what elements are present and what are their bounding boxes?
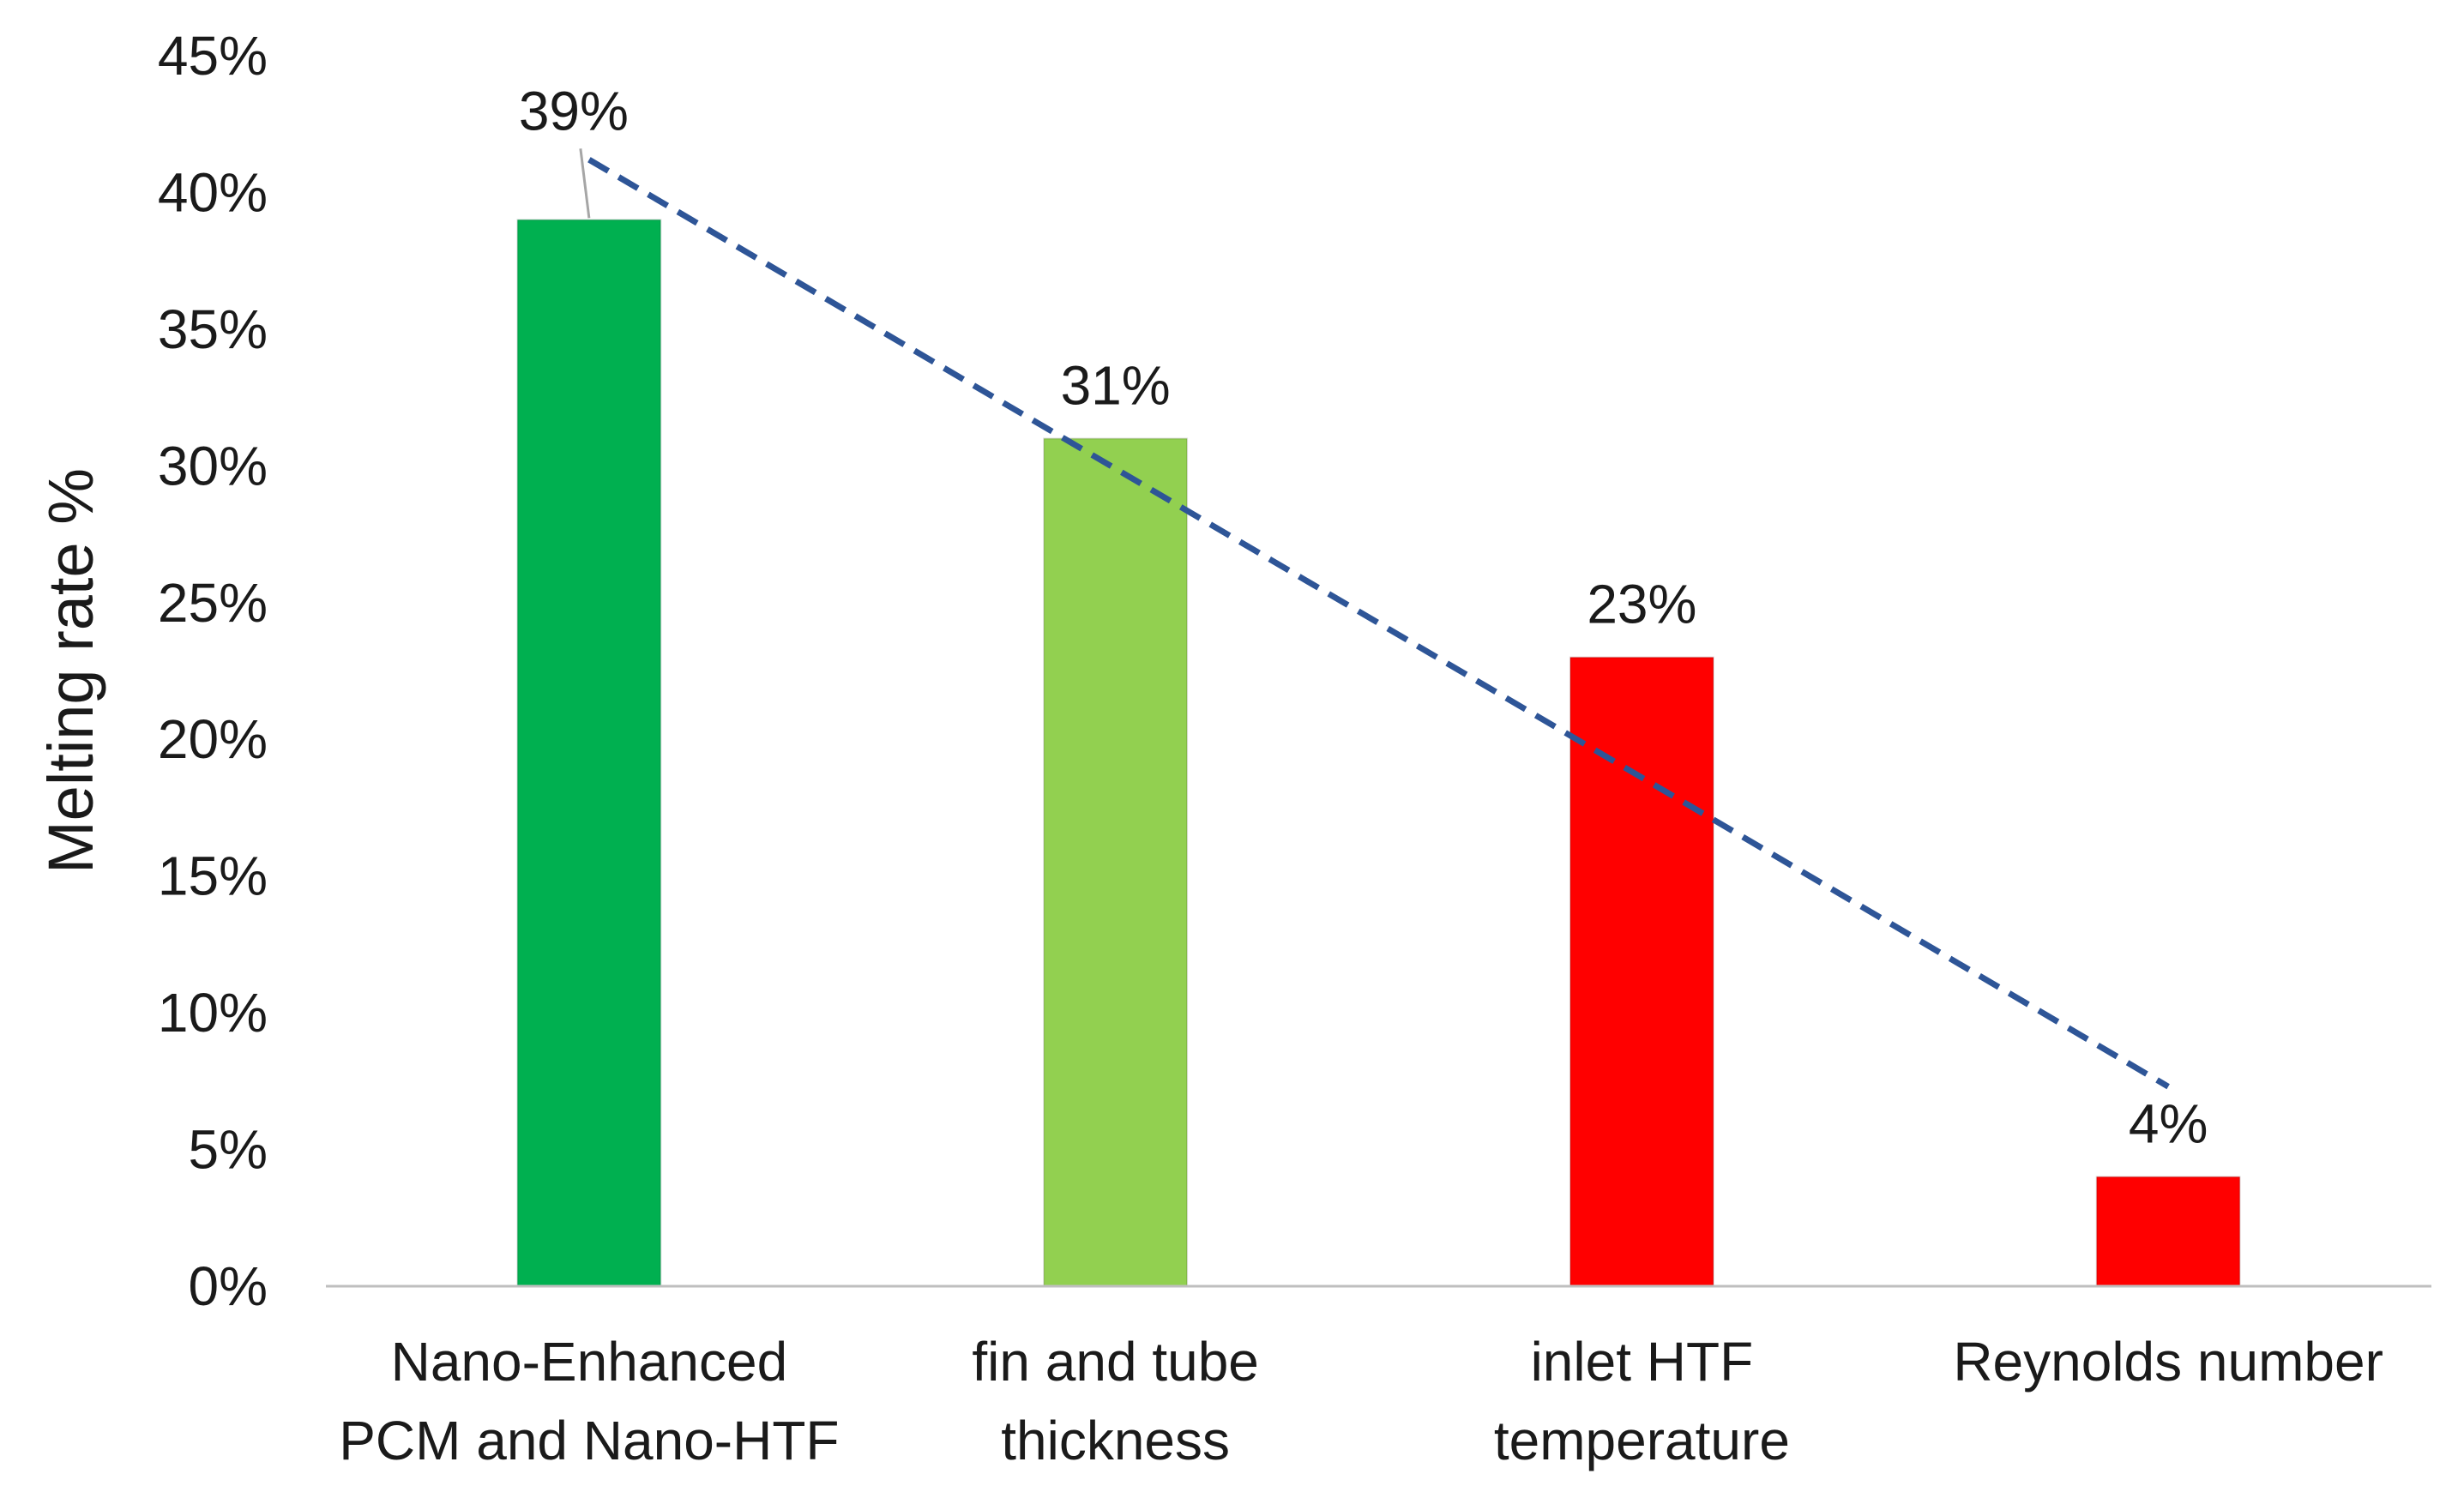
category-label: inlet HTF xyxy=(1531,1331,1754,1393)
category-label: Nano-Enhanced xyxy=(391,1331,788,1393)
y-tick-label: 35% xyxy=(158,298,268,360)
bar xyxy=(2095,1176,2241,1288)
data-label: 4% xyxy=(2129,1092,2208,1154)
category-label: fin and tube xyxy=(972,1331,1259,1393)
y-tick-label: 40% xyxy=(158,161,268,223)
y-tick-label: 25% xyxy=(158,572,268,634)
bar xyxy=(516,219,662,1287)
data-label: 39% xyxy=(519,80,629,141)
y-tick-label: 30% xyxy=(158,435,268,496)
category-label: temperature xyxy=(1494,1410,1790,1471)
data-labels: 39% 31% 23% 4% xyxy=(519,80,2208,1154)
y-tick-label: 5% xyxy=(189,1119,268,1181)
trendline xyxy=(587,157,2170,1090)
category-label: thickness xyxy=(1001,1410,1230,1471)
y-tick-label: 10% xyxy=(158,982,268,1044)
bar xyxy=(1569,656,1714,1287)
y-tick-label: 20% xyxy=(158,708,268,770)
category-label: PCM and Nano-HTF xyxy=(339,1410,839,1471)
y-tick-label: 0% xyxy=(189,1255,268,1317)
category-label: Reynolds number xyxy=(1953,1331,2383,1393)
data-label: 23% xyxy=(1587,574,1696,635)
bar xyxy=(1043,437,1189,1287)
bars xyxy=(516,219,2241,1288)
y-tick-label: 45% xyxy=(158,25,268,87)
y-tick-label: 15% xyxy=(158,845,268,907)
trendline-group xyxy=(587,157,2170,1090)
data-label-leader xyxy=(579,148,591,219)
data-label: 31% xyxy=(1061,354,1171,416)
category-labels: Nano-Enhanced PCM and Nano-HTF fin and tub… xyxy=(339,1331,2383,1471)
y-axis-title: Melting rate % xyxy=(35,468,106,874)
y-axis-ticks: 0% 5% 10% 15% 20% 25% 30% 35% 40% 45% xyxy=(158,25,268,1317)
